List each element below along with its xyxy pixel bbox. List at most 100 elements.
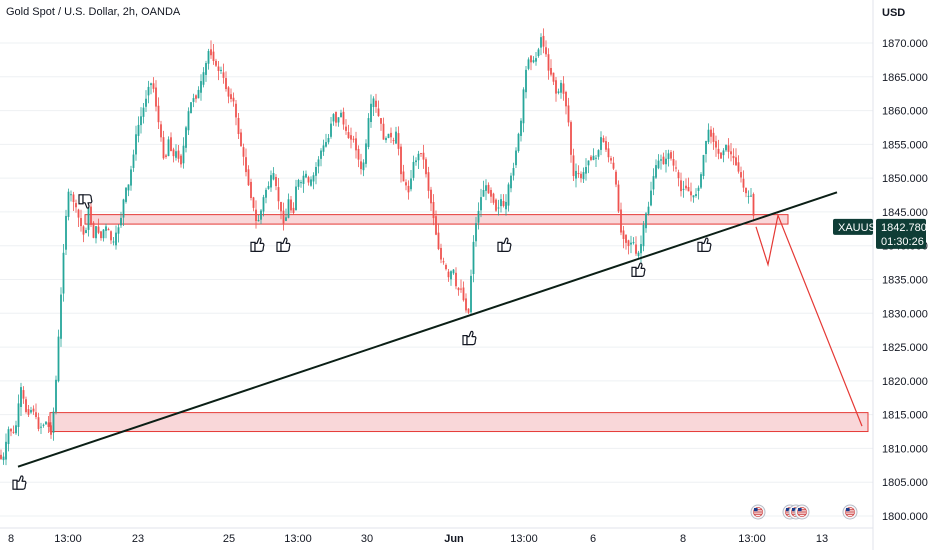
candle-body: [602, 138, 605, 143]
y-tick-label: 1860.000: [882, 106, 928, 118]
price-tag-symbol: XAUUSD: [838, 222, 884, 234]
candle-body: [295, 186, 297, 211]
candle-body: [440, 247, 442, 260]
candle-body: [360, 161, 362, 170]
thumbs-up-icon: [462, 330, 477, 346]
candle-body: [495, 199, 497, 211]
y-tick-label: 1815.000: [882, 410, 928, 422]
candle-body: [745, 188, 747, 194]
candle-body: [697, 187, 700, 191]
candle-body: [527, 59, 530, 69]
candle-body: [250, 181, 252, 198]
candle-body: [217, 66, 220, 71]
y-tick-label: 1805.000: [882, 477, 928, 489]
candle-body: [355, 138, 357, 151]
y-tick-label: 1845.000: [882, 207, 928, 219]
candle-body: [655, 165, 657, 178]
candle-body: [180, 155, 182, 165]
candle-body: [400, 146, 402, 175]
candle-body: [177, 150, 180, 159]
candle-body: [115, 232, 117, 246]
candle-body: [472, 241, 475, 275]
candle-body: [367, 118, 370, 147]
candle-body: [420, 152, 422, 154]
candle-body: [435, 216, 437, 235]
y-tick-label: 1810.000: [882, 443, 928, 455]
candle-body: [692, 195, 695, 198]
trendline-layer[interactable]: [17, 191, 838, 468]
flag-canton: [792, 508, 796, 512]
markers-layer: [12, 194, 712, 490]
candle-body: [207, 50, 210, 64]
candle-body: [155, 87, 157, 107]
zones-layer: [49, 214, 869, 433]
candle-body: [70, 194, 72, 196]
candle-body: [145, 98, 147, 107]
candle-body: [590, 156, 592, 160]
price-tag: XAUUSD 1842.780 01:30:26: [833, 218, 927, 249]
thumb-hand: [254, 237, 265, 252]
candle-body: [577, 173, 580, 175]
candle-body: [120, 217, 122, 226]
candle-body: [422, 152, 425, 160]
x-tick-label: 13:00: [54, 533, 82, 545]
candle-body: [572, 155, 575, 176]
candle-body: [247, 169, 250, 186]
candle-body: [510, 175, 512, 189]
candle-body: [192, 98, 195, 102]
candle-body: [265, 189, 267, 198]
candle-body: [97, 226, 100, 233]
candle-body: [635, 244, 637, 254]
candle-body: [100, 231, 102, 239]
candle-body: [552, 72, 555, 82]
candle-body: [730, 151, 732, 155]
candle-body: [480, 197, 482, 211]
candle-body: [77, 209, 80, 218]
thumb-cuff: [12, 479, 18, 490]
candle-body: [350, 135, 352, 140]
candle-body: [660, 159, 662, 161]
price-axis[interactable]: USD 1800.000 1805.000 1810.000 1815.000 1820…: [872, 0, 928, 550]
candle-body: [462, 287, 465, 301]
candle-body: [2, 456, 5, 461]
projection-layer[interactable]: [755, 213, 863, 427]
candle-body: [110, 231, 112, 241]
flag-icon: [750, 504, 766, 520]
trendline: [17, 191, 838, 468]
candle-body: [300, 182, 302, 184]
thumb-hand: [466, 330, 477, 346]
candle-body: [292, 207, 295, 214]
y-tick-label: 1825.000: [882, 342, 928, 354]
candle-body: [515, 150, 517, 166]
candle-body: [142, 107, 145, 117]
candle-body: [125, 187, 127, 202]
candle-body: [580, 173, 582, 179]
time-axis[interactable]: 8 13:00 23 25 13:00 30 Jun 13:00 6 8 13:00 13: [0, 527, 873, 545]
candle-body: [272, 173, 275, 180]
candle-body: [615, 171, 617, 185]
candle-body: [642, 225, 645, 247]
flag-icon: [794, 504, 810, 520]
candle-body: [415, 160, 417, 163]
candle-body: [90, 206, 92, 225]
x-tick-label: 23: [132, 533, 144, 545]
thumb-hand: [635, 262, 646, 277]
candle-body: [335, 111, 337, 123]
candle-body: [205, 63, 207, 75]
candle-body: [562, 83, 565, 94]
candle-body: [65, 215, 67, 250]
candles-layer: [0, 28, 755, 466]
candle-body: [657, 160, 660, 169]
candle-body: [530, 55, 532, 63]
candle-body: [445, 264, 447, 270]
candle-body: [675, 167, 677, 169]
candle-body: [62, 252, 65, 294]
candle-body: [252, 197, 255, 208]
candle-body: [737, 162, 740, 172]
candle-body: [285, 217, 287, 221]
candle-body: [130, 169, 132, 186]
candle-body: [50, 425, 52, 435]
candle-body: [357, 148, 360, 160]
candle-body: [710, 129, 712, 137]
